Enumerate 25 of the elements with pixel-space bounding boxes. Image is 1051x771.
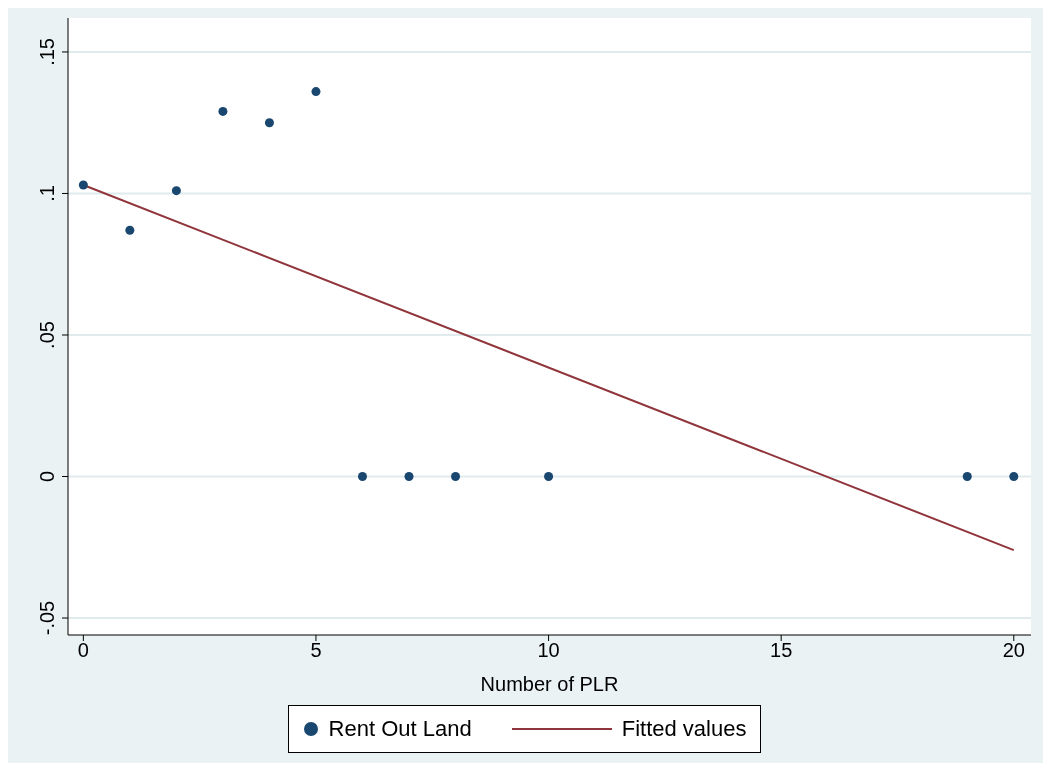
point bbox=[78, 180, 88, 190]
point bbox=[311, 87, 321, 97]
y-tick-label: .1 bbox=[36, 185, 58, 202]
point bbox=[171, 186, 181, 196]
x-axis-title: Number of PLR bbox=[480, 673, 619, 695]
point bbox=[404, 472, 414, 482]
point bbox=[451, 472, 461, 482]
point bbox=[264, 118, 274, 128]
x-tick-label: 20 bbox=[1002, 639, 1025, 662]
point bbox=[357, 472, 367, 482]
point bbox=[218, 106, 228, 116]
point bbox=[962, 472, 972, 482]
legend-label: Fitted values bbox=[620, 716, 747, 742]
x-tick-label: 10 bbox=[537, 639, 560, 662]
x-tick-label: 5 bbox=[310, 639, 322, 662]
point bbox=[1009, 472, 1019, 482]
y-tick-label: 0 bbox=[36, 470, 58, 483]
y-tick-label: .05 bbox=[36, 321, 58, 349]
x-tick-label: 0 bbox=[77, 639, 89, 662]
y-tick-label: -.05 bbox=[36, 600, 58, 636]
y-tick-label: .15 bbox=[36, 38, 58, 66]
point bbox=[544, 472, 554, 482]
x-tick-label: 15 bbox=[770, 639, 793, 662]
point bbox=[125, 225, 135, 235]
legend-label: Rent Out Land bbox=[327, 716, 472, 742]
